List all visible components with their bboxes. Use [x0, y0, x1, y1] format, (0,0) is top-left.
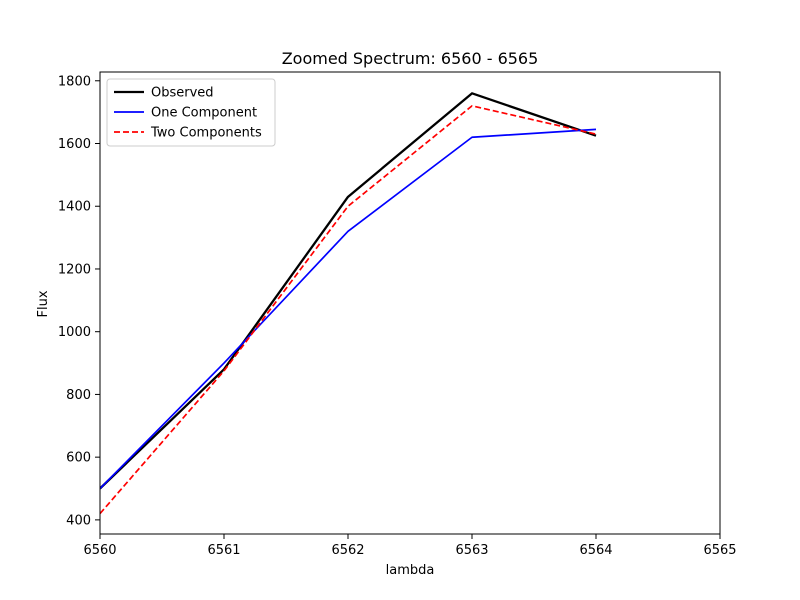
x-tick-label: 6564	[579, 543, 612, 558]
axes-frame	[99, 71, 721, 535]
y-tick-label: 1600	[58, 137, 91, 152]
x-tick-label: 6565	[703, 543, 736, 558]
y-tick-label: 1200	[58, 262, 91, 277]
y-tick-label: 1800	[58, 74, 91, 89]
y-axis-label: Flux	[36, 290, 51, 317]
x-axis-label: lambda	[386, 563, 435, 578]
y-tick-label: 600	[66, 451, 91, 466]
legend-label-1: Observed	[151, 86, 214, 101]
y-tick-label: 800	[66, 388, 91, 403]
chart-title: Zoomed Spectrum: 6560 - 6565	[282, 49, 539, 68]
legend-label-3: Two Components	[150, 126, 262, 141]
series-line-1	[100, 92, 597, 490]
y-tick-label: 1000	[58, 325, 91, 340]
series-line-2	[100, 128, 597, 490]
series-line-3	[100, 105, 597, 515]
plot-area: 6560 6561 6562 6563 6564 6565 400 600 800 1000 120…	[58, 71, 737, 558]
x-tick-label: 6562	[331, 543, 364, 558]
x-tick-label: 6563	[455, 543, 488, 558]
y-tick-label: 1400	[58, 200, 91, 215]
legend-box	[106, 78, 276, 147]
legend-label-2: One Component	[151, 106, 257, 121]
x-tick-label: 6561	[207, 543, 240, 558]
y-tick-label: 400	[66, 513, 91, 528]
x-tick-label: 6560	[83, 543, 116, 558]
